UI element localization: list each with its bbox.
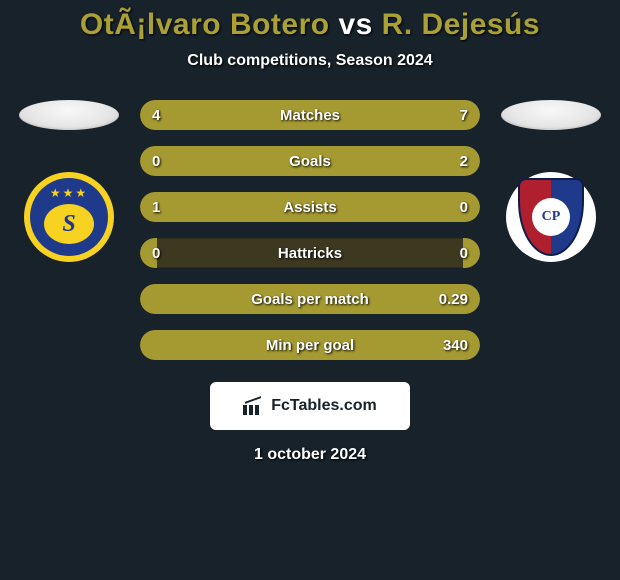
stat-fill-left [140, 330, 157, 360]
stat-value-right: 0 [416, 199, 468, 216]
brand-chart-icon [243, 397, 265, 415]
stat-row: 0Goals2 [140, 146, 480, 176]
stat-value-left: 0 [152, 245, 204, 262]
stat-label: Goals per match [204, 291, 416, 308]
stat-value-right: 2 [416, 153, 468, 170]
club-left-monogram: S [44, 204, 94, 244]
club-left-badge: S [24, 172, 114, 262]
title: OtÃ¡lvaro Botero vs R. Dejesús [0, 8, 620, 42]
brand-text: FcTables.com [271, 397, 377, 415]
club-right-badge: CP [506, 172, 596, 262]
stat-value-left: 4 [152, 107, 204, 124]
comparison-card: OtÃ¡lvaro Botero vs R. Dejesús Club comp… [0, 0, 620, 464]
club-right-shield: CP [518, 178, 584, 256]
stat-row: Min per goal340 [140, 330, 480, 360]
player1-name: OtÃ¡lvaro Botero [80, 8, 330, 41]
player2-name: R. Dejesús [382, 8, 540, 41]
main-row: S 4Matches70Goals21Assists00Hattricks0Go… [0, 100, 620, 360]
brand-pill: FcTables.com [210, 382, 410, 430]
stat-row: 1Assists0 [140, 192, 480, 222]
stat-value-right: 0.29 [416, 291, 468, 308]
stat-fill-left [140, 284, 157, 314]
stat-label: Goals [204, 153, 416, 170]
stat-value-right: 0 [416, 245, 468, 262]
stat-label: Matches [204, 107, 416, 124]
stat-value-left: 0 [152, 153, 204, 170]
subtitle: Club competitions, Season 2024 [0, 52, 620, 70]
stats-bars: 4Matches70Goals21Assists00Hattricks0Goal… [140, 100, 480, 360]
stat-value-left: 1 [152, 199, 204, 216]
stat-label: Hattricks [204, 245, 416, 262]
club-right-monogram: CP [532, 198, 570, 236]
player1-photo-placeholder [19, 100, 119, 130]
snapshot-date: 1 october 2024 [0, 446, 620, 464]
stat-row: 0Hattricks0 [140, 238, 480, 268]
stat-value-right: 340 [416, 337, 468, 354]
stat-value-right: 7 [416, 107, 468, 124]
player2-photo-placeholder [501, 100, 601, 130]
stat-row: Goals per match0.29 [140, 284, 480, 314]
right-player-column: CP [496, 100, 606, 262]
vs-label: vs [338, 8, 372, 41]
stat-row: 4Matches7 [140, 100, 480, 130]
stat-label: Min per goal [204, 337, 416, 354]
left-player-column: S [14, 100, 124, 262]
stat-label: Assists [204, 199, 416, 216]
